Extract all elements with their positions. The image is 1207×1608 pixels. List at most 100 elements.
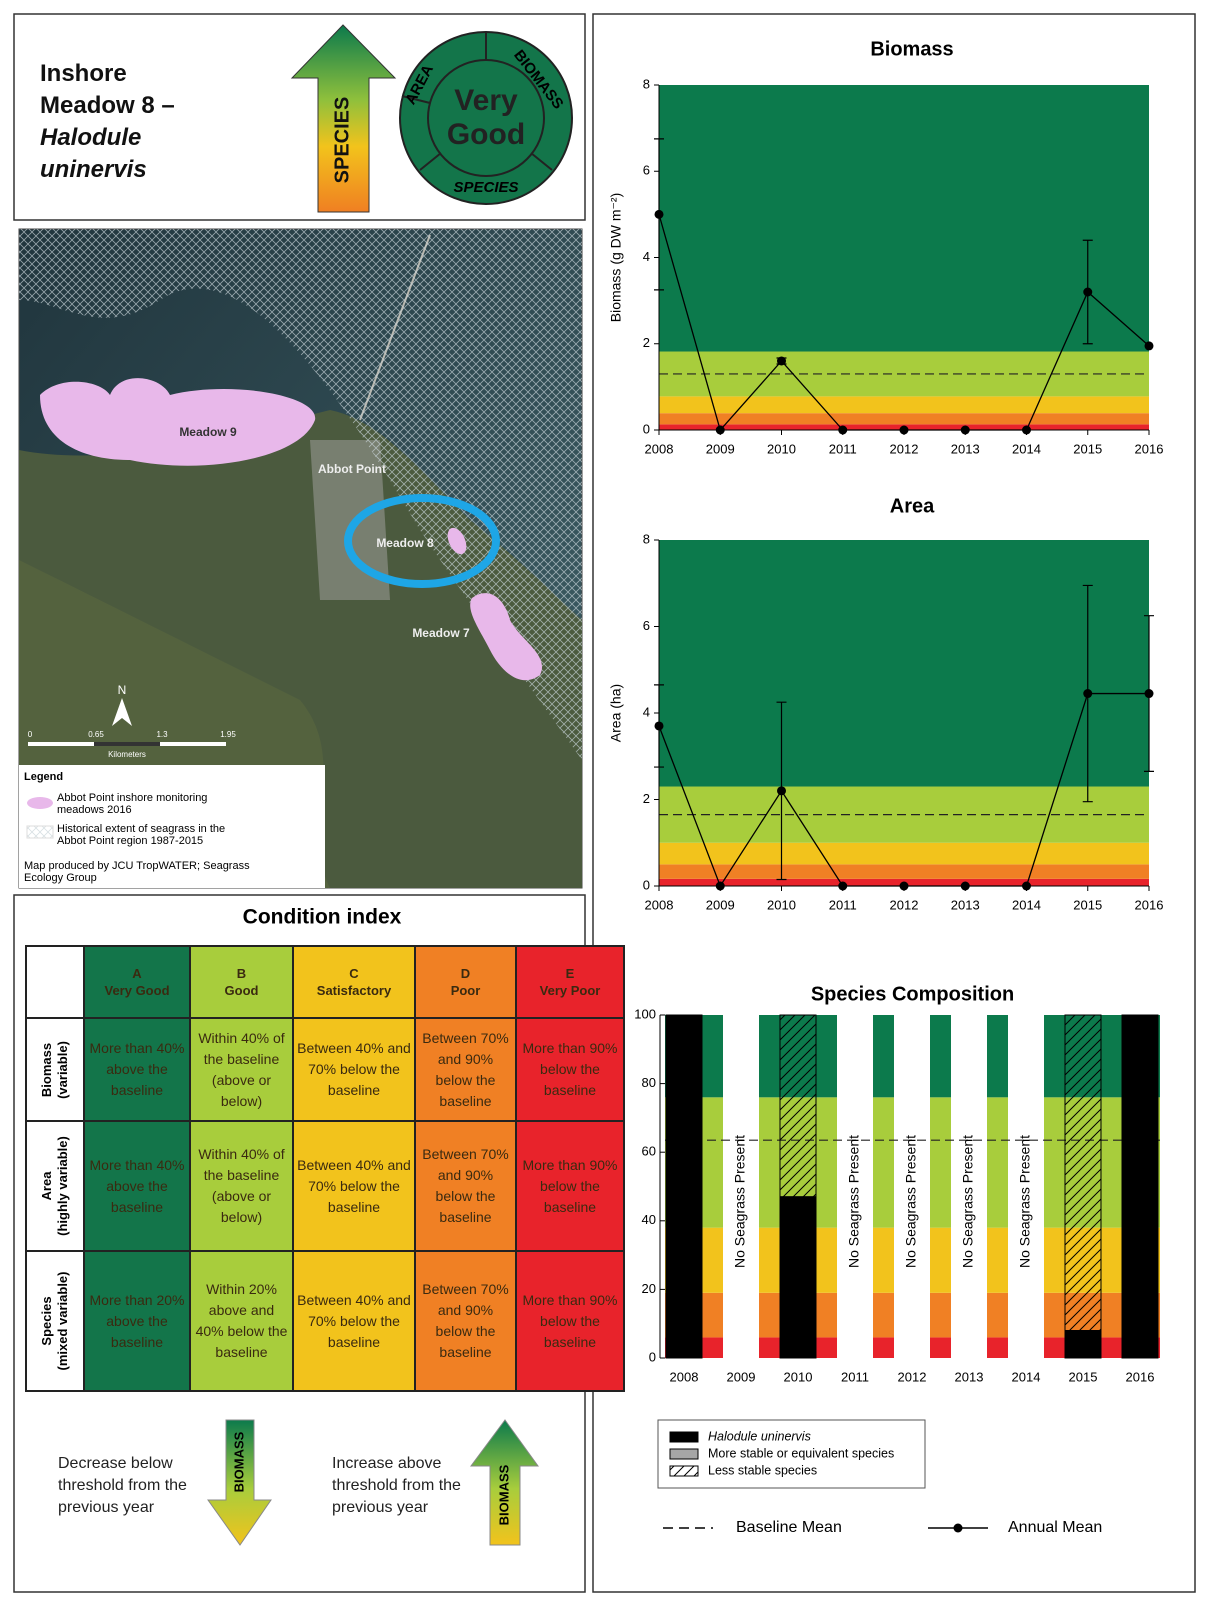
x-tick-label: 2013 — [951, 897, 980, 912]
data-point — [716, 882, 725, 891]
data-point — [716, 426, 725, 435]
x-tick-label: 2008 — [645, 441, 674, 456]
table-row: Biomass(variable)More than 40% above the… — [26, 1018, 624, 1121]
data-point — [655, 210, 664, 219]
row-note: (highly variable) — [55, 1136, 71, 1236]
y-tick-label: 8 — [643, 531, 650, 546]
rating: Very Good — [440, 84, 532, 152]
column-name: Satisfactory — [297, 982, 411, 999]
x-tick-label: 2016 — [1135, 441, 1164, 456]
data-point — [900, 882, 909, 891]
data-point — [900, 426, 909, 435]
title-text: Inshore Meadow 8 – — [40, 60, 175, 119]
column-name: Very Good — [88, 982, 186, 999]
y-tick-label: 0 — [649, 1349, 656, 1364]
x-tick-label: 2014 — [1012, 441, 1041, 456]
y-tick-label: 2 — [643, 791, 650, 806]
column-letter: A — [88, 965, 186, 982]
bar-segment — [780, 1197, 816, 1358]
legend-swatch — [27, 797, 53, 809]
key-label: Baseline Mean — [736, 1519, 842, 1536]
condition-cell: Within 20% above and 40% below the basel… — [190, 1251, 293, 1391]
map-label: Abbot Point — [318, 462, 386, 476]
x-tick-label: 2008 — [670, 1369, 699, 1384]
y-tick-label: 20 — [642, 1281, 656, 1296]
column-letter: C — [297, 965, 411, 982]
data-point — [838, 882, 847, 891]
row-name: Species — [39, 1272, 55, 1371]
legend-swatch — [670, 1432, 698, 1442]
legend-label: More stable or equivalent species — [708, 1446, 894, 1460]
column-letter: B — [194, 965, 289, 982]
condition-band — [659, 396, 1149, 413]
data-point — [777, 786, 786, 795]
row-note: (mixed variable) — [55, 1272, 71, 1371]
scale-bar — [28, 742, 226, 746]
x-tick-label: 2015 — [1073, 441, 1102, 456]
y-tick-label: 0 — [643, 877, 650, 892]
row-name: Area — [39, 1136, 55, 1236]
north-label: N — [118, 683, 127, 697]
scale-unit: Kilometers — [108, 750, 146, 759]
data-point — [1022, 426, 1031, 435]
bar-note: No Seagrass Present — [960, 1135, 976, 1268]
bar-segment — [780, 1015, 816, 1197]
x-tick-label: 2011 — [829, 897, 857, 912]
row-note: (variable) — [55, 1041, 71, 1099]
legend-title: Legend — [24, 771, 63, 783]
condition-band — [659, 85, 1149, 352]
x-tick-label: 2009 — [727, 1369, 756, 1384]
bar-segment — [1065, 1015, 1101, 1331]
row-label: Biomass(variable) — [39, 1041, 71, 1099]
arrow-label: BIOMASS — [231, 1431, 246, 1492]
condition-cell: Between 40% and 70% below the baseline — [293, 1018, 415, 1121]
table-row: AVery GoodBGoodCSatisfactoryDPoorEVery P… — [26, 946, 624, 1018]
row-header: Area(highly variable) — [26, 1121, 84, 1251]
column-name: Very Poor — [520, 982, 620, 999]
data-point — [1145, 689, 1154, 698]
bar-note: No Seagrass Present — [846, 1135, 862, 1268]
condition-table: AVery GoodBGoodCSatisfactoryDPoorEVery P… — [25, 945, 625, 1392]
table-row: Area(highly variable)More than 40% above… — [26, 1121, 624, 1251]
y-tick-label: 4 — [643, 704, 650, 719]
condition-cell: More than 90% below the baseline — [516, 1251, 624, 1391]
key-label: Annual Mean — [1008, 1519, 1102, 1536]
legend-swatch — [27, 826, 53, 838]
condition-cell: Within 40% of the baseline (above or bel… — [190, 1121, 293, 1251]
data-point — [1083, 689, 1092, 698]
legend-swatch — [670, 1466, 698, 1476]
data-point — [1145, 341, 1154, 350]
table-row: Species(mixed variable)More than 20% abo… — [26, 1251, 624, 1391]
condition-cell: Between 70% and 90% below the baseline — [415, 1018, 516, 1121]
condition-cell: More than 90% below the baseline — [516, 1121, 624, 1251]
x-tick-label: 2009 — [706, 897, 735, 912]
condition-cell: Within 40% of the baseline (above or bel… — [190, 1018, 293, 1121]
y-tick-label: 6 — [643, 163, 650, 178]
y-tick-label: 100 — [634, 1006, 656, 1021]
column-letter: E — [520, 965, 620, 982]
row-label: Species(mixed variable) — [39, 1272, 71, 1371]
x-tick-label: 2013 — [955, 1369, 984, 1384]
row-header: Biomass(variable) — [26, 1018, 84, 1121]
x-tick-label: 2014 — [1012, 1369, 1041, 1384]
page-title: Inshore Meadow 8 – Halodule uninervis — [40, 58, 215, 186]
chart-title: Biomass — [870, 38, 953, 60]
row-label: Area(highly variable) — [39, 1136, 71, 1236]
x-tick-label: 2011 — [841, 1369, 869, 1384]
x-tick-label: 2012 — [898, 1369, 927, 1384]
legend-label: Less stable species — [708, 1463, 817, 1477]
data-point — [961, 426, 970, 435]
y-tick-label: 8 — [643, 76, 650, 91]
bar-note: No Seagrass Present — [1017, 1135, 1033, 1268]
condition-band — [659, 413, 1149, 424]
x-tick-label: 2008 — [645, 897, 674, 912]
wheel-label: SPECIES — [453, 179, 518, 196]
row-name: Biomass — [39, 1041, 55, 1099]
trend-note: Increase above threshold from the previo… — [332, 1453, 472, 1519]
data-point — [777, 357, 786, 366]
title-species: Halodule uninervis — [40, 124, 147, 183]
x-tick-label: 2014 — [1012, 897, 1041, 912]
bar-segment — [666, 1015, 702, 1358]
